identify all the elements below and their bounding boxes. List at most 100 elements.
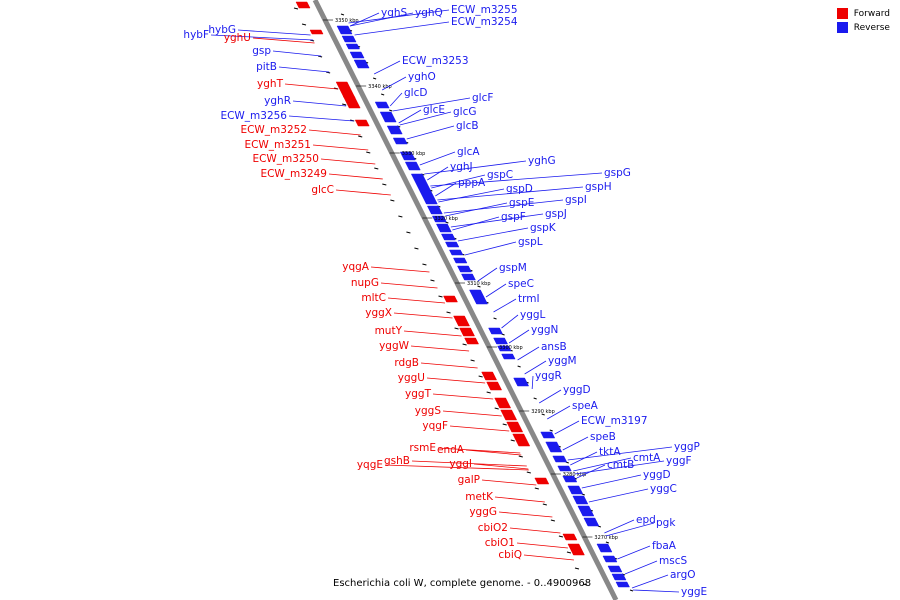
reverse-gene-label[interactable]: yghO: [408, 71, 436, 83]
reverse-gene-label[interactable]: pgk: [656, 517, 676, 529]
forward-gene-label[interactable]: yghU: [224, 32, 251, 44]
forward-gene-label[interactable]: mutY: [375, 325, 403, 337]
forward-gene-label[interactable]: yggU: [398, 372, 425, 384]
reverse-gene-label[interactable]: pppA: [458, 177, 486, 189]
reverse-gene-label[interactable]: yghJ: [450, 161, 473, 173]
forward-gene-label[interactable]: yqgA: [342, 261, 370, 273]
reverse-gene-label[interactable]: yggC: [650, 483, 677, 495]
reverse-gene-label[interactable]: yggP: [674, 441, 700, 453]
forward-gene-label[interactable]: pitB: [256, 61, 277, 73]
forward-gene-label[interactable]: hybG: [208, 24, 236, 36]
forward-gene-label[interactable]: yggT: [405, 388, 432, 400]
reverse-gene-label[interactable]: cmtB: [607, 459, 634, 471]
reverse-gene-feature: [615, 581, 630, 588]
reverse-gene-label[interactable]: speC: [508, 278, 534, 290]
reverse-gene-label[interactable]: yggE: [681, 586, 707, 598]
reverse-gene-feature: [596, 543, 613, 553]
forward-gene-label[interactable]: yqgE: [357, 459, 383, 471]
forward-gene-label[interactable]: cbiO1: [485, 537, 515, 549]
reverse-gene-feature: [567, 485, 584, 495]
forward-gene-label[interactable]: yggI: [449, 458, 472, 470]
reverse-gene-label[interactable]: trmI: [518, 293, 540, 305]
reverse-gene-label[interactable]: ECW_m3197: [581, 415, 648, 427]
reverse-gene-label[interactable]: gspI: [565, 194, 587, 206]
reverse-gene-label[interactable]: gspM: [499, 262, 527, 274]
reverse-gene-label[interactable]: gspL: [518, 236, 543, 248]
forward-gene-label[interactable]: rsmE: [409, 442, 436, 454]
reverse-gene-label[interactable]: glcA: [457, 146, 480, 158]
forward-gene-label[interactable]: cbiO2: [478, 522, 508, 534]
reverse-gene-label[interactable]: yghG: [528, 155, 556, 167]
forward-gene-label[interactable]: ECW_m3256: [220, 110, 287, 122]
backbone-tick: [340, 13, 345, 16]
reverse-gene-label[interactable]: argO: [670, 569, 696, 581]
reverse-gene-feature: [336, 25, 353, 35]
reverse-gene-label[interactable]: yggD: [563, 384, 591, 396]
reverse-gene-label[interactable]: glcG: [453, 106, 477, 118]
reverse-gene-label[interactable]: yggN: [531, 324, 558, 336]
backbone-tick: [605, 541, 610, 544]
forward-gene-label[interactable]: galP: [458, 474, 480, 486]
forward-gene-feature: [494, 397, 512, 409]
forward-gene-label[interactable]: hybF: [183, 29, 209, 41]
forward-gene-leader: [328, 173, 383, 180]
forward-gene-label[interactable]: yggX: [365, 307, 392, 319]
reverse-gene-label[interactable]: speA: [572, 400, 599, 412]
forward-gene-label[interactable]: glcC: [311, 184, 334, 196]
forward-gene-label[interactable]: yggG: [469, 506, 497, 518]
reverse-gene-label[interactable]: tktA: [599, 446, 621, 458]
reverse-gene-label[interactable]: glcF: [472, 92, 493, 104]
forward-gene-leader: [252, 37, 315, 44]
forward-gene-label[interactable]: yggS: [415, 405, 442, 417]
reverse-gene-label[interactable]: ECW_m3253: [402, 55, 469, 67]
forward-gene-label[interactable]: ECW_m3249: [260, 168, 327, 180]
forward-gene-label[interactable]: nupG: [351, 277, 379, 289]
reverse-gene-leader: [517, 346, 540, 361]
backbone-tick: [477, 285, 481, 288]
reverse-gene-label[interactable]: yggD: [643, 469, 671, 481]
forward-gene-label[interactable]: yghT: [257, 78, 284, 90]
reverse-gene-label[interactable]: glcE: [423, 104, 445, 116]
reverse-gene-label[interactable]: ansB: [541, 341, 567, 353]
reverse-gene-label[interactable]: ECW_m3254: [451, 16, 518, 28]
forward-gene-label[interactable]: ECW_m3251: [244, 139, 311, 151]
forward-gene-label[interactable]: gshB: [384, 455, 410, 467]
forward-gene-label[interactable]: endA: [437, 444, 465, 456]
reverse-gene-label[interactable]: yggL: [520, 309, 546, 321]
forward-gene-label[interactable]: metK: [465, 491, 494, 503]
forward-gene-label[interactable]: gsp: [252, 45, 271, 57]
reverse-gene-label[interactable]: cmtA: [633, 452, 661, 464]
reverse-gene-feature: [497, 345, 512, 352]
forward-gene-label[interactable]: mltC: [361, 292, 386, 304]
reverse-gene-label[interactable]: yghS: [381, 7, 408, 19]
reverse-gene-label[interactable]: mscS: [659, 555, 687, 567]
reverse-gene-label[interactable]: yggR: [535, 370, 562, 382]
reverse-gene-label[interactable]: gspG: [604, 167, 631, 179]
reverse-gene-label[interactable]: ECW_m3255: [451, 4, 518, 16]
forward-gene-label[interactable]: rdgB: [394, 357, 419, 369]
reverse-gene-label[interactable]: gspH: [585, 181, 612, 193]
reverse-gene-label[interactable]: yggM: [548, 355, 577, 367]
forward-gene-label[interactable]: ECW_m3252: [240, 124, 307, 136]
forward-gene-label[interactable]: yghR: [264, 95, 291, 107]
reverse-gene-label[interactable]: speB: [590, 431, 616, 443]
forward-gene-label[interactable]: cbiQ: [498, 549, 522, 561]
reverse-gene-label[interactable]: gspE: [509, 197, 534, 209]
forward-gene-label[interactable]: ECW_m3250: [252, 153, 319, 165]
backbone-tick: [293, 7, 299, 10]
reverse-gene-label[interactable]: gspK: [530, 222, 557, 234]
reverse-gene-label[interactable]: gspJ: [545, 208, 567, 220]
forward-gene-feature: [500, 409, 518, 421]
reverse-gene-label[interactable]: glcB: [456, 120, 479, 132]
reverse-gene-label[interactable]: fbaA: [652, 540, 677, 552]
reverse-gene-label[interactable]: gspD: [506, 183, 533, 195]
reverse-gene-label[interactable]: glcD: [404, 87, 427, 99]
reverse-gene-label[interactable]: yghQ: [415, 7, 443, 19]
reverse-gene-label[interactable]: gspF: [501, 211, 526, 223]
forward-gene-label[interactable]: yggW: [379, 340, 410, 352]
reverse-gene-label[interactable]: yggF: [666, 455, 692, 467]
reverse-gene-label[interactable]: gspC: [487, 169, 513, 181]
reverse-gene-label[interactable]: epd: [636, 514, 656, 526]
forward-gene-label[interactable]: yqgF: [422, 420, 448, 432]
